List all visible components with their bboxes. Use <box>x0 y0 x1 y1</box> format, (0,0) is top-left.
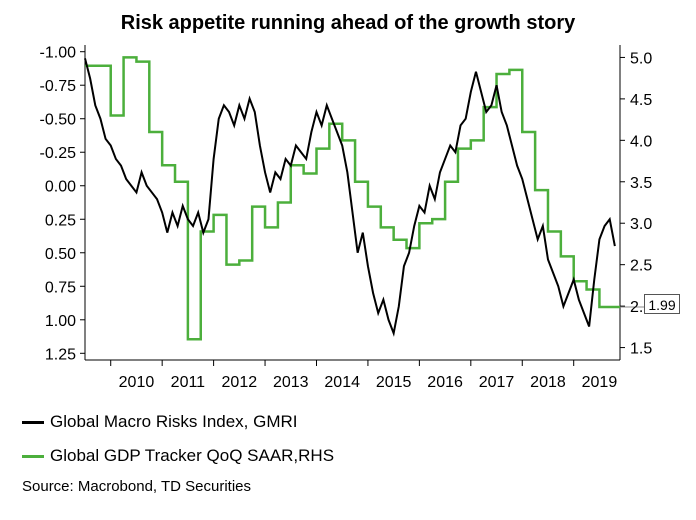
left-tick-label: -0.50 <box>40 112 77 129</box>
left-tick-label: 0.50 <box>45 246 76 263</box>
x-tick-label: 2017 <box>479 374 515 391</box>
right-tick-label: 2.5 <box>630 258 652 275</box>
left-tick-label: -0.25 <box>40 145 77 162</box>
x-tick-label: 2019 <box>582 374 618 391</box>
left-tick-label: 0.75 <box>45 279 76 296</box>
x-tick-label: 2018 <box>530 374 566 391</box>
x-tick-label: 2013 <box>273 374 309 391</box>
legend-swatch-gmri <box>22 420 44 424</box>
last-value-callout: 1.99 <box>644 294 680 314</box>
gmri-series <box>84 58 616 337</box>
x-tick-label: 2014 <box>324 374 360 391</box>
x-tick-label: 2011 <box>171 374 206 391</box>
left-tick-label: 1.00 <box>45 313 76 330</box>
axis-labels: -1.00 -0.75 -0.50 -0.25 0.00 0.25 0.50 0.75 1.00… <box>40 45 653 391</box>
right-tick-label: 4.0 <box>630 133 652 150</box>
x-tick-label: 2012 <box>222 374 258 391</box>
legend-label-gdp: Global GDP Tracker QoQ SAAR,RHS <box>50 446 335 465</box>
left-tick-label: 0.25 <box>45 212 76 229</box>
left-tick-label: -0.75 <box>40 78 77 95</box>
right-tick-label: 4.5 <box>630 92 652 109</box>
gmri-line <box>84 58 616 337</box>
chart-svg: -1.00 -0.75 -0.50 -0.25 0.00 0.25 0.50 0.75 1.00… <box>40 45 653 391</box>
x-tick-label: 2016 <box>427 374 463 391</box>
gdp-tracker-line <box>85 56 620 341</box>
left-tick-label: 0.00 <box>45 179 76 196</box>
axes <box>80 45 644 366</box>
left-tick-label: 1.25 <box>45 346 76 363</box>
legend-item-gmri: Global Macro Risks Index, GMRI <box>22 412 298 432</box>
x-tick-label: 2015 <box>376 374 412 391</box>
legend-label-gmri: Global Macro Risks Index, GMRI <box>50 412 298 431</box>
chart-title: Risk appetite running ahead of the growt… <box>120 12 576 34</box>
right-tick-label: 3.0 <box>630 216 652 233</box>
right-tick-label: 3.5 <box>630 175 652 192</box>
x-tick-label: 2010 <box>119 374 155 391</box>
gdp-tracker-series <box>85 56 620 341</box>
right-tick-label: 1.5 <box>630 341 652 358</box>
right-tick-label: 5.0 <box>630 50 652 67</box>
left-tick-label: -1.00 <box>40 45 77 62</box>
legend-item-gdp: Global GDP Tracker QoQ SAAR,RHS <box>22 446 334 466</box>
source-note: Source: Macrobond, TD Securities <box>22 478 251 495</box>
legend-swatch-gdp <box>22 454 44 458</box>
